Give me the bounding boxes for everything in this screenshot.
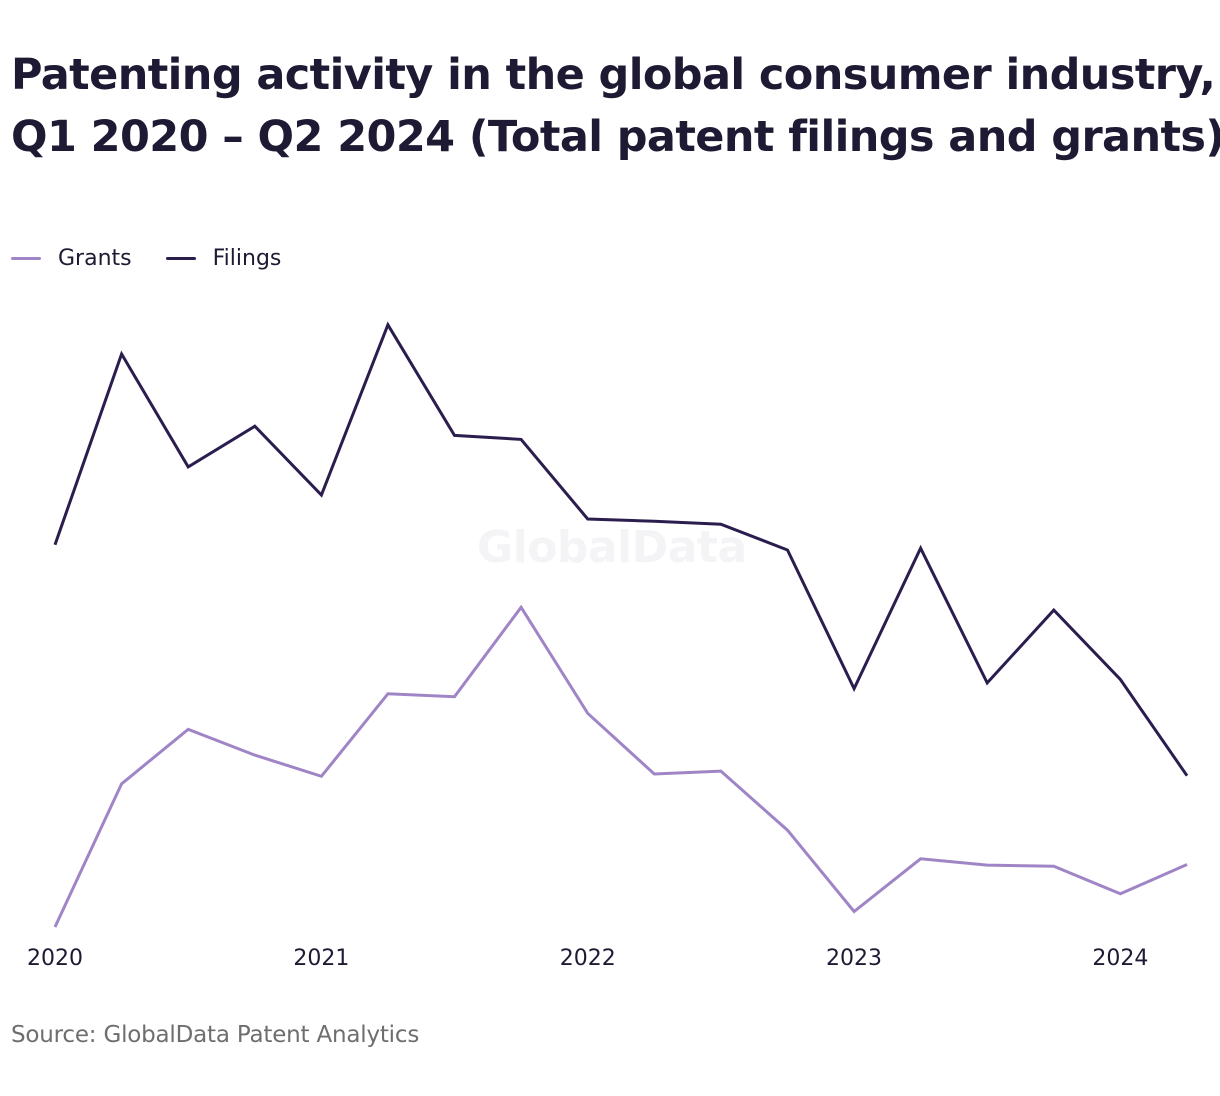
series-grants [49, 601, 1193, 933]
data-point-grants[interactable] [182, 723, 194, 735]
data-point-filings[interactable] [1181, 770, 1193, 782]
x-tick-label: 2021 [293, 946, 349, 971]
data-point-filings[interactable] [116, 348, 128, 360]
data-point-filings[interactable] [915, 542, 927, 554]
data-point-filings[interactable] [49, 539, 61, 551]
data-point-grants[interactable] [781, 824, 793, 836]
data-point-grants[interactable] [515, 601, 527, 613]
data-point-filings[interactable] [315, 489, 327, 501]
chart-title-line-1: Patenting activity in the global consume… [11, 50, 1216, 100]
data-point-grants[interactable] [1181, 859, 1193, 871]
data-point-grants[interactable] [1114, 888, 1126, 900]
data-point-filings[interactable] [449, 429, 461, 441]
data-point-grants[interactable] [315, 770, 327, 782]
data-point-grants[interactable] [715, 765, 727, 777]
data-point-filings[interactable] [582, 513, 594, 525]
series-line-filings[interactable] [53, 321, 1189, 777]
data-point-filings[interactable] [781, 544, 793, 556]
data-point-grants[interactable] [915, 853, 927, 865]
data-point-grants[interactable] [848, 906, 860, 918]
data-point-grants[interactable] [116, 778, 128, 790]
legend-item-filings[interactable]: Filings [165, 245, 282, 271]
chart-title: Patenting activity in the global consume… [11, 44, 1220, 168]
x-tick-label: 2020 [27, 946, 83, 971]
data-point-grants[interactable] [382, 688, 394, 700]
data-point-filings[interactable] [715, 518, 727, 530]
series-lines [49, 319, 1193, 933]
watermark-logo: GlobalData [477, 522, 747, 573]
series-line-grants[interactable] [53, 604, 1188, 928]
x-tick-label: 2022 [560, 946, 616, 971]
data-point-grants[interactable] [449, 691, 461, 703]
line-chart: 2020 2021 2022 2023 2024 [27, 319, 1193, 971]
legend-swatch-filings [165, 256, 196, 260]
data-point-filings[interactable] [981, 677, 993, 689]
data-point-grants[interactable] [249, 749, 261, 761]
x-tick-label: 2024 [1092, 946, 1148, 971]
data-point-grants[interactable] [648, 768, 660, 780]
legend-label-grants: Grants [58, 245, 132, 271]
data-point-grants[interactable] [582, 707, 594, 719]
x-axis-ticks: 2020 2021 2022 2023 2024 [27, 946, 1148, 971]
data-point-filings[interactable] [382, 319, 394, 331]
source-note: Source: GlobalData Patent Analytics [11, 1022, 420, 1048]
data-point-filings[interactable] [648, 515, 660, 527]
data-point-filings[interactable] [182, 461, 194, 473]
data-point-grants[interactable] [49, 921, 61, 933]
data-point-grants[interactable] [981, 859, 993, 871]
legend: Grants Filings [11, 242, 315, 274]
data-point-grants[interactable] [1048, 860, 1060, 872]
series-filings [49, 319, 1193, 782]
data-point-filings[interactable] [515, 433, 527, 445]
data-point-filings[interactable] [1114, 673, 1126, 685]
chart-title-line-2: Q1 2020 – Q2 2024 (Total patent filings … [11, 112, 1220, 162]
legend-item-grants[interactable]: Grants [11, 246, 132, 271]
legend-label-filings: Filings [212, 245, 282, 271]
legend-swatch-grants [11, 256, 41, 260]
data-point-filings[interactable] [249, 420, 261, 432]
data-point-filings[interactable] [1048, 604, 1060, 616]
x-tick-label: 2023 [826, 946, 882, 971]
data-point-filings[interactable] [848, 683, 860, 695]
